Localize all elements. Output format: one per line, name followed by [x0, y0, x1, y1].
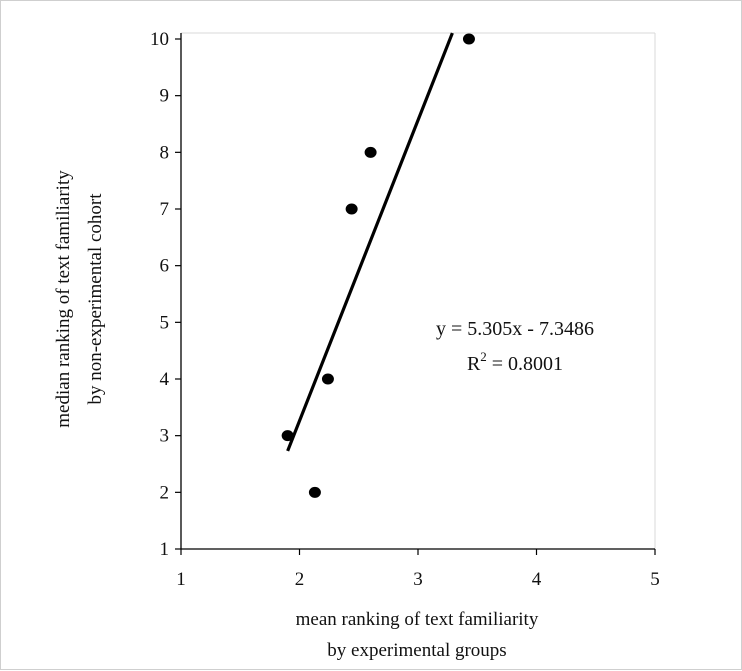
x-tick-label: 1: [176, 569, 186, 590]
y-tick-label: 10: [150, 29, 169, 50]
x-tick-label: 5: [650, 569, 660, 590]
y-tick-label: 4: [160, 369, 170, 390]
axes: [180, 32, 656, 550]
y-tick-label: 9: [160, 86, 170, 107]
data-point-4: [345, 203, 358, 215]
y-tick-label: 1: [160, 539, 170, 560]
r-squared-label: R2 = 0.8001: [467, 349, 563, 375]
data-point-6: [462, 33, 475, 45]
r-squared-exponent: 2: [480, 349, 487, 364]
y-axis-title-line-1: median ranking of text familiarity: [53, 170, 74, 428]
ticks: 1 2 3 4 5 6 7 8 9 10 1 2 3 4 5: [150, 29, 660, 590]
y-axis-title-line-2: by non-experimental cohort: [85, 193, 106, 405]
data-points: [281, 33, 475, 498]
y-tick-label: 2: [160, 482, 170, 503]
y-tick-label: 3: [160, 426, 170, 447]
r-squared-letter: R: [467, 353, 481, 375]
data-point-3: [321, 373, 334, 385]
x-axis-title-line-2: by experimental groups: [327, 640, 506, 661]
trendline-equation: y = 5.305x - 7.3486: [436, 318, 594, 340]
data-point-2: [308, 486, 321, 498]
r-squared-value: = 0.8001: [487, 353, 563, 375]
trendline: [286, 32, 454, 452]
x-tick-label: 2: [295, 569, 305, 590]
x-axis-title-line-1: mean ranking of text familiarity: [296, 609, 539, 630]
y-tick-label: 7: [160, 199, 170, 220]
x-tick-label: 3: [413, 569, 423, 590]
data-point-5: [364, 146, 377, 158]
y-tick-label: 8: [160, 142, 170, 163]
y-tick-label: 5: [160, 312, 170, 333]
trendline-group: [286, 32, 454, 452]
y-tick-label: 6: [160, 256, 170, 277]
x-tick-label: 4: [532, 569, 542, 590]
data-point-1: [281, 430, 294, 442]
